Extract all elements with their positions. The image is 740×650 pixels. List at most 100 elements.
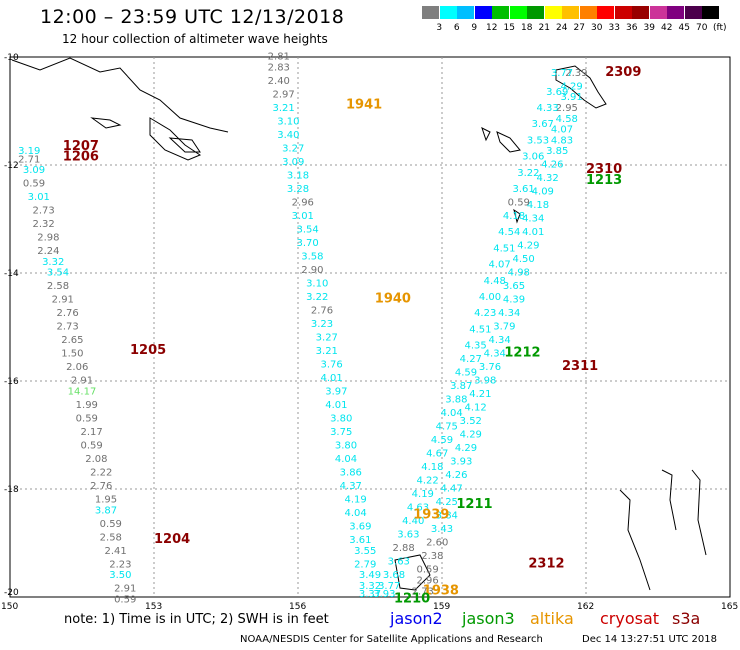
data-point-label: 3.10	[277, 117, 299, 128]
coastline	[481, 127, 491, 142]
data-point-label: 4.75	[436, 422, 458, 433]
data-point-label: 4.04	[335, 454, 357, 465]
data-point-label: 3.18	[287, 171, 309, 182]
data-point-label: 4.67	[426, 449, 448, 460]
data-point-label: 2.83	[268, 63, 290, 74]
data-point-label: 3.22	[517, 168, 539, 179]
legend-label: 27	[573, 23, 585, 33]
data-point-label: 2.32	[32, 219, 54, 230]
legend-label: 33	[608, 23, 620, 33]
data-point-label: 3.43	[431, 524, 453, 535]
data-point-label: 4.59	[455, 368, 477, 379]
data-point-label: 0.59	[508, 198, 530, 209]
legend-swatch	[562, 6, 579, 19]
legend-swatch	[422, 6, 439, 19]
data-point-label: 1.99	[76, 400, 98, 411]
data-point-label: 3.22	[306, 292, 328, 303]
satellite-altika: altika	[530, 609, 574, 628]
data-point-label: 0.59	[76, 414, 98, 425]
legend-label: 42	[661, 23, 673, 33]
data-point-label: 3.77	[551, 68, 573, 79]
track-id-label: 1212	[504, 346, 540, 361]
data-point-label: 4.40	[402, 516, 424, 527]
data-point-label: 4.07	[551, 125, 573, 136]
data-point-label: 4.22	[416, 476, 438, 487]
data-point-label: 4.35	[464, 341, 486, 352]
data-point-label: 4.04	[440, 408, 462, 419]
track-id-label: 1206	[63, 150, 99, 165]
legend-label: 36	[626, 23, 638, 33]
coastline	[149, 117, 202, 161]
legend-swatch	[702, 6, 719, 19]
legend-swatch	[509, 6, 527, 19]
legend-swatch	[684, 6, 702, 19]
data-point-label: 4.19	[344, 495, 366, 506]
lat-label: -10	[4, 53, 19, 63]
track-id-label: 1941	[346, 97, 382, 112]
track-id-label: 1210	[394, 591, 430, 606]
track-id-label: 1938	[423, 583, 459, 598]
data-point-label: 3.58	[301, 252, 323, 263]
data-point-label: 3.19	[18, 146, 40, 157]
data-point-label: 2.58	[47, 281, 69, 292]
data-point-label: 3.97	[325, 387, 347, 398]
data-point-label: 3.10	[306, 279, 328, 290]
data-point-label: 3.70	[296, 238, 318, 249]
data-point-label: 3.75	[330, 427, 352, 438]
data-point-label: 4.26	[541, 160, 563, 171]
data-point-label: 3.91	[560, 92, 582, 103]
data-point-label: 2.06	[66, 362, 88, 373]
data-point-label: 3.32	[42, 257, 64, 268]
data-point-label: 2.39	[565, 68, 587, 79]
legend-label: 9	[471, 23, 478, 33]
data-point-label: 0.59	[100, 519, 122, 530]
data-point-label: 4.39	[503, 295, 525, 306]
legend-swatch	[614, 6, 632, 19]
lat-label: -18	[4, 485, 19, 495]
data-point-label: 4.18	[527, 200, 549, 211]
data-point-label: 3.77	[378, 581, 400, 592]
data-point-label: 3.76	[479, 362, 501, 373]
data-point-label: 3.27	[316, 333, 338, 344]
map-frame	[9, 56, 731, 598]
data-point-label: 3.50	[109, 570, 131, 581]
track-id-label: 1211	[456, 497, 492, 512]
legend-label: 45	[678, 23, 690, 33]
data-point-label: 3.52	[460, 416, 482, 427]
data-point-label: 2.91	[52, 295, 74, 306]
data-point-label: 2.76	[90, 481, 112, 492]
data-point-label: 3.49	[359, 570, 381, 581]
data-point-label: 2.38	[421, 551, 443, 562]
data-point-label: 4.29	[460, 430, 482, 441]
data-point-label: 3.80	[330, 414, 352, 425]
legend-label: 12	[486, 23, 498, 33]
data-point-label: 3.27	[282, 144, 304, 155]
data-point-label: 4.09	[532, 187, 554, 198]
data-point-label: 2.73	[56, 322, 78, 333]
legend-swatch	[527, 6, 544, 19]
data-point-label: 14.17	[68, 387, 97, 398]
data-point-label: 4.23	[474, 308, 496, 319]
data-point-label: 3.93	[373, 589, 395, 600]
track-id-label: 1205	[130, 343, 166, 358]
data-point-label: 2.73	[412, 586, 434, 597]
data-point-label: 4.25	[436, 497, 458, 508]
data-point-label: 4.01	[522, 227, 544, 238]
data-point-label: 2.95	[556, 103, 578, 114]
data-point-label: 2.23	[109, 559, 131, 570]
data-point-label: 4.34	[498, 308, 520, 319]
data-point-label: 4.34	[484, 349, 506, 360]
data-point-label: 4.01	[320, 373, 342, 384]
data-point-label: 3.86	[340, 468, 362, 479]
coastline	[496, 131, 521, 153]
timestamp: Dec 14 13:27:51 UTC 2018	[582, 634, 717, 645]
data-point-label: 4.26	[445, 470, 467, 481]
legend-swatch	[544, 6, 562, 19]
data-point-label: 4.34	[488, 335, 510, 346]
lat-label: -20	[4, 588, 19, 598]
data-point-label: 3.09	[282, 157, 304, 168]
data-point-label: 3.65	[503, 281, 525, 292]
data-point-label: 0.59	[114, 594, 136, 605]
data-point-label: 2.90	[301, 265, 323, 276]
data-point-label: 3.21	[316, 346, 338, 357]
